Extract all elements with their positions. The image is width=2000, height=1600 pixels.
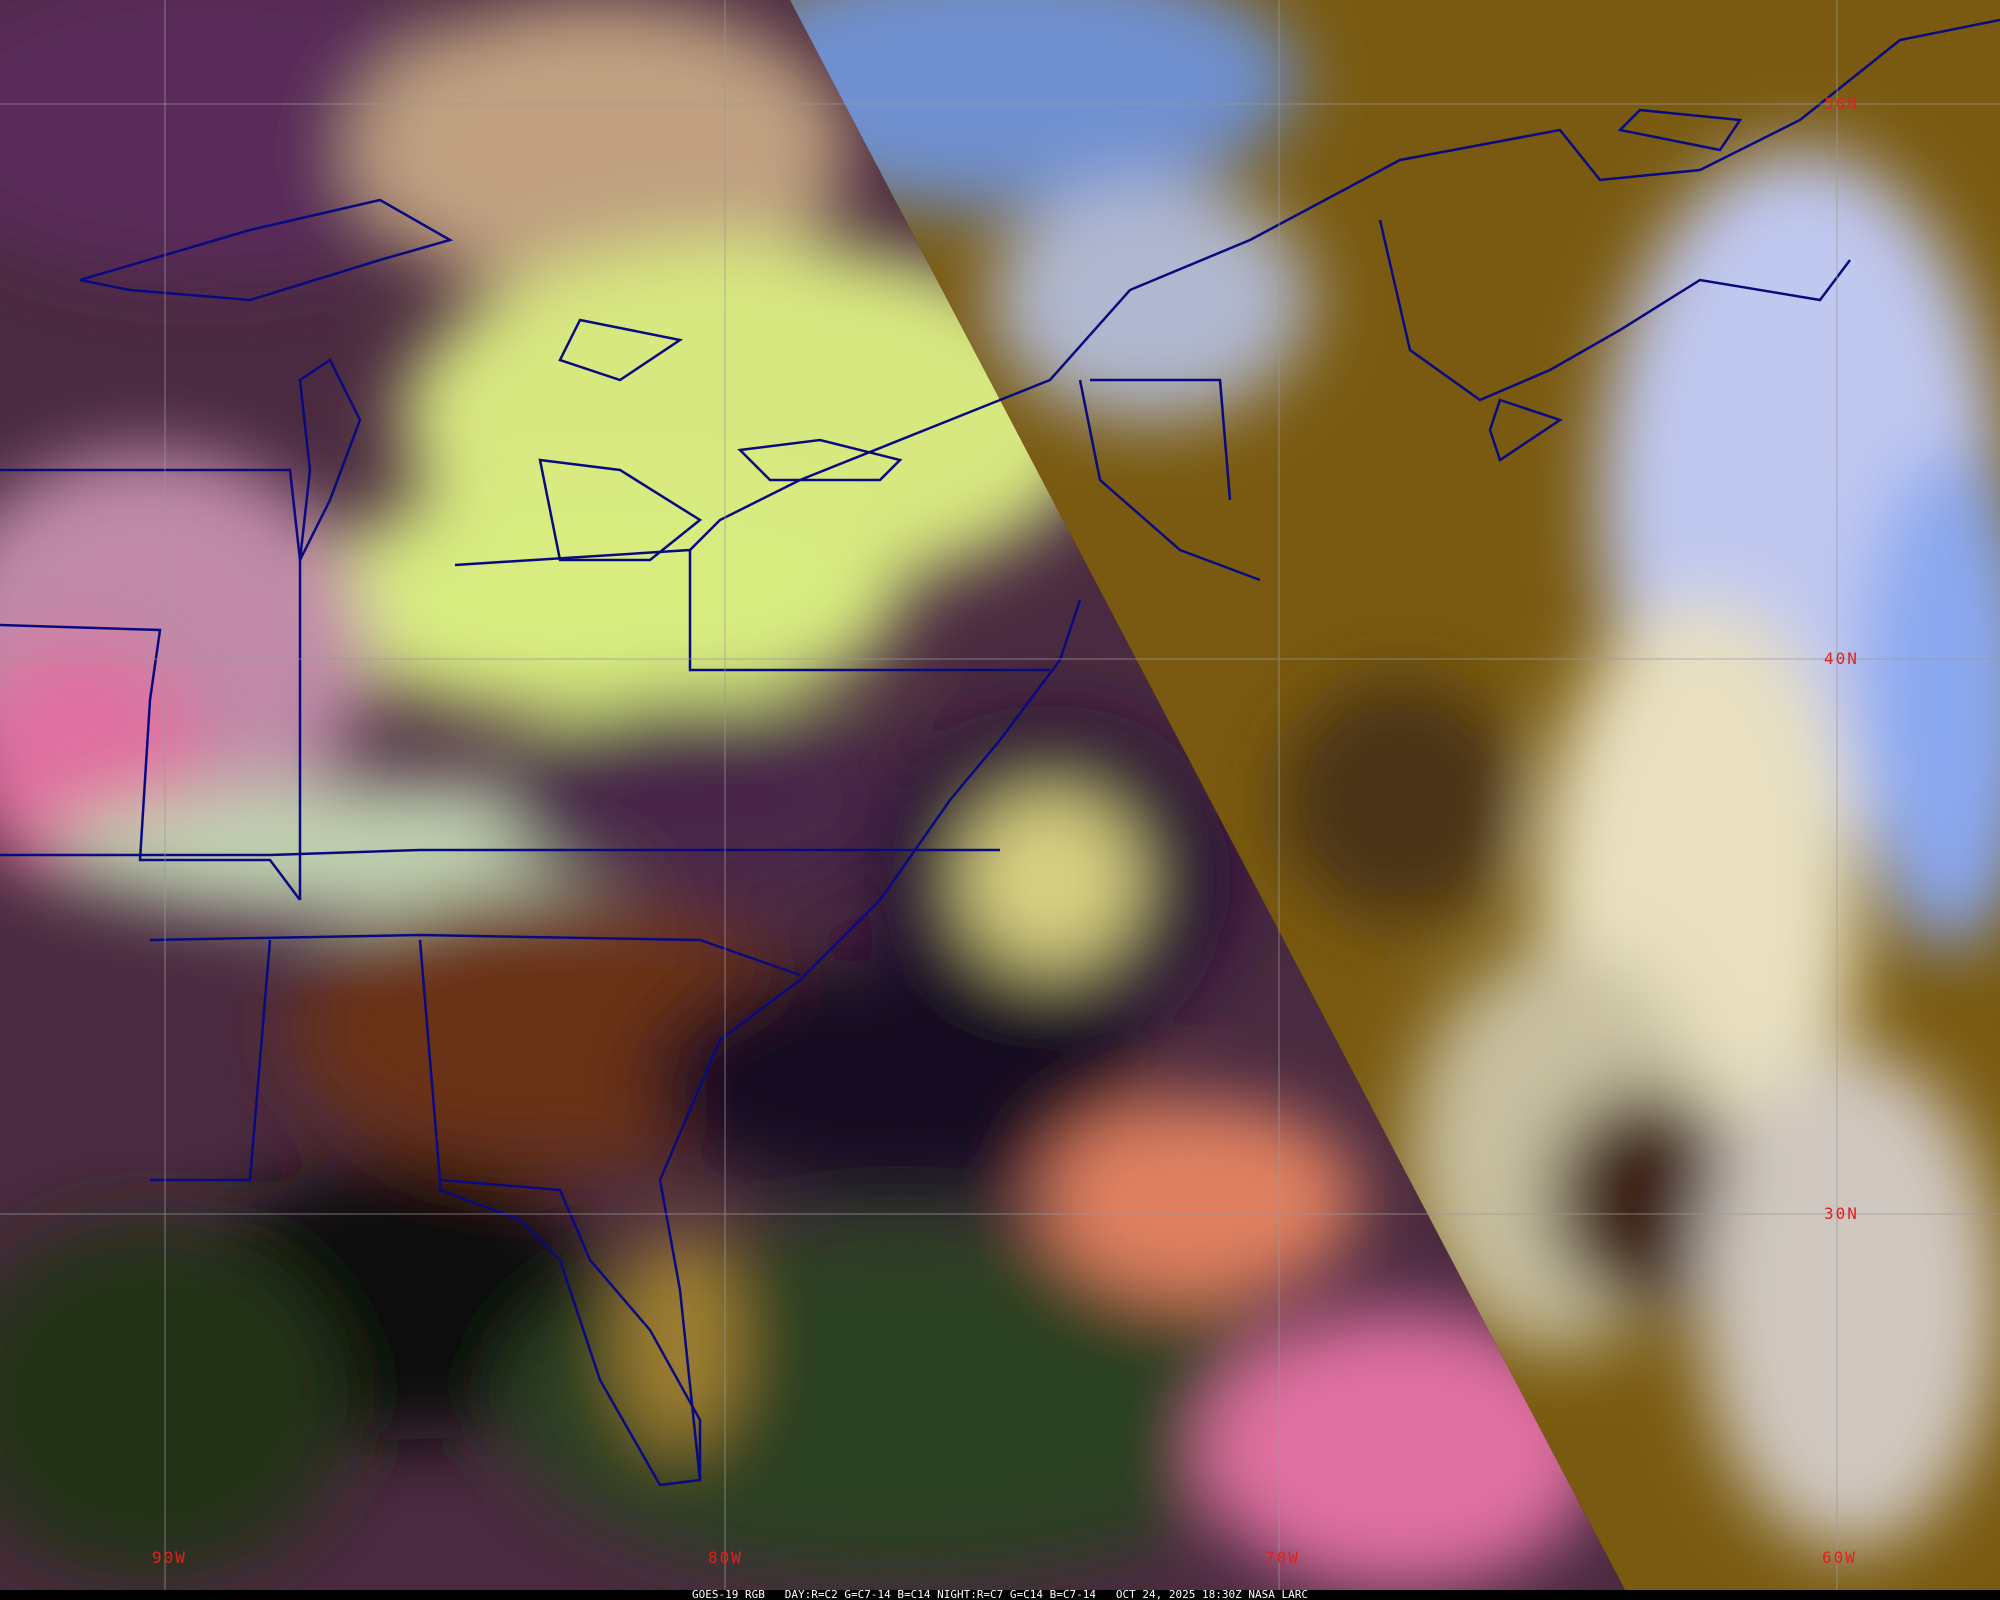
caption-satellite: GOES-19 RGB — [692, 1588, 765, 1600]
caption-timestamp: OCT 24, 2025 18:30Z — [1115, 1588, 1242, 1600]
caption-night-recipe: NIGHT:R=C7 G=C14 B=C7-14 — [937, 1588, 1097, 1600]
caption-source: NASA LARC — [1248, 1588, 1308, 1600]
lon-label-90w: 90W — [152, 1548, 187, 1567]
lat-label-50n: 50N — [1824, 94, 1859, 113]
lon-label-70w: 70W — [1265, 1548, 1300, 1567]
caption-day-recipe: DAY:R=C2 G=C7-14 B=C14 — [784, 1588, 931, 1600]
lat-label-40n: 40N — [1824, 649, 1859, 668]
lon-label-80w: 80W — [708, 1548, 743, 1567]
political-boundaries — [0, 18, 2000, 1487]
image-caption: GOES-19 RGB DAY:R=C2 G=C7-14 B=C14 NIGHT… — [0, 1588, 2000, 1600]
lat-label-30n: 30N — [1824, 1204, 1859, 1223]
lon-label-60w: 60W — [1822, 1548, 1857, 1567]
